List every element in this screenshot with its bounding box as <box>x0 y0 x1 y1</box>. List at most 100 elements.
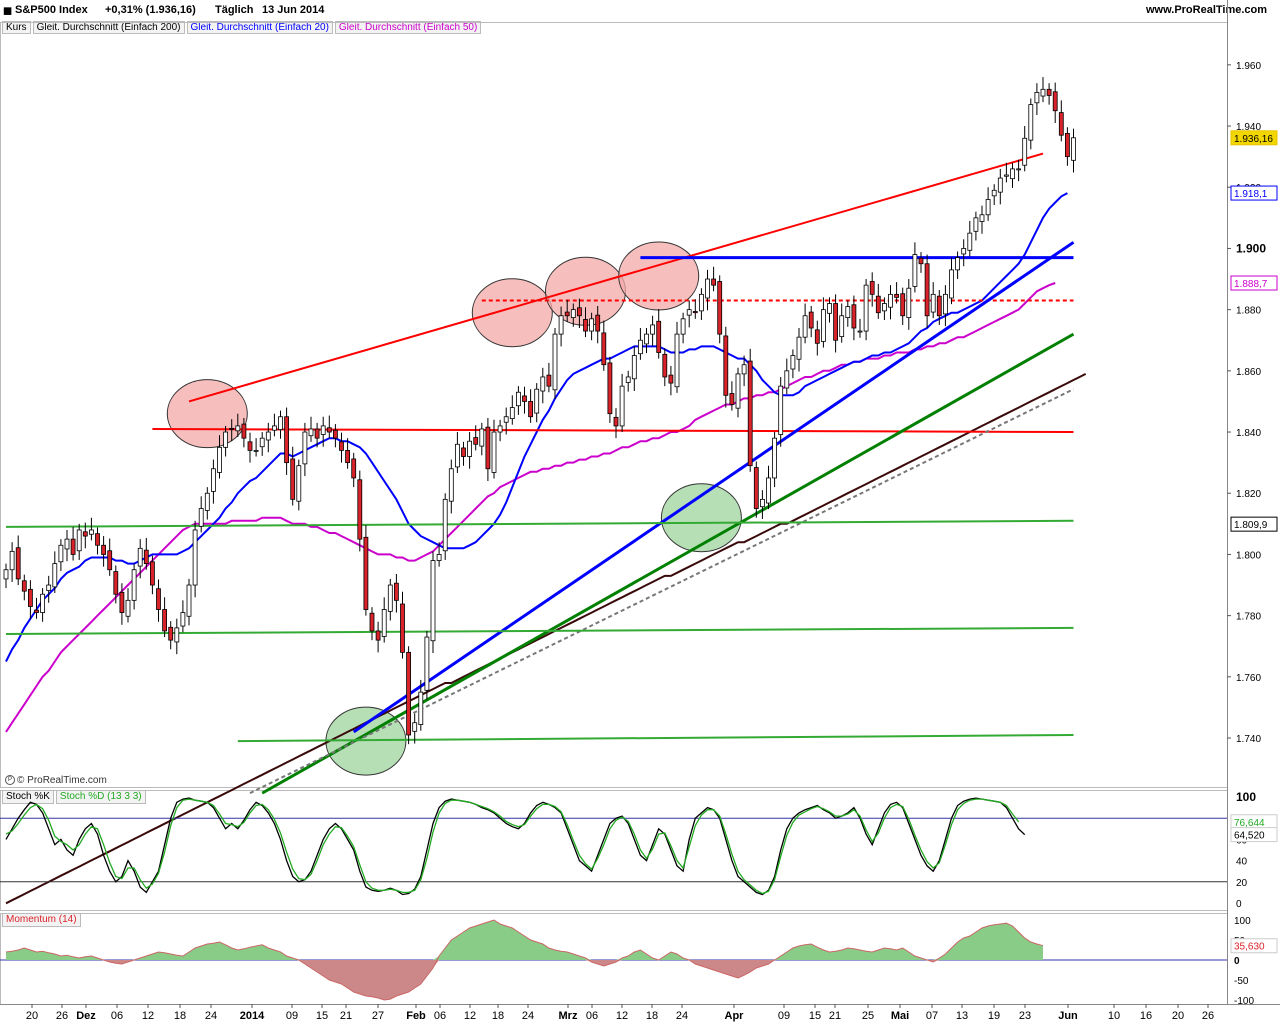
candle <box>308 416 314 442</box>
candle-body <box>278 416 283 430</box>
candle-body <box>52 563 58 588</box>
legend-ma50[interactable]: Gleit. Durchschnitt (Einfach 50) <box>334 21 482 34</box>
candle <box>442 493 448 560</box>
candle <box>601 320 607 371</box>
stoch-ytick-label: 40 <box>1236 857 1248 868</box>
legend-ma200[interactable]: Gleit. Durchschnitt (Einfach 200) <box>32 21 185 34</box>
candle <box>595 305 601 344</box>
legend-ma20[interactable]: Gleit. Durchschnitt (Einfach 20) <box>186 21 333 34</box>
candle <box>979 205 985 234</box>
candle <box>662 348 668 387</box>
candle-body <box>290 458 296 500</box>
candle <box>1022 126 1028 172</box>
candle <box>82 522 88 549</box>
candle <box>430 551 436 653</box>
candle <box>845 300 851 327</box>
candle-body <box>936 295 942 317</box>
candle-body <box>3 569 9 580</box>
candle-body <box>1040 88 1046 97</box>
ma200-line <box>5 373 1087 905</box>
price-tag-box <box>1230 516 1278 532</box>
candle-body <box>369 612 375 632</box>
candle-body <box>747 360 753 467</box>
candle <box>625 370 631 392</box>
panel-frame-1 <box>0 790 1228 911</box>
candle <box>3 563 9 589</box>
candle <box>912 242 918 293</box>
xtick-label: Dez <box>76 1010 96 1022</box>
candle <box>479 422 485 456</box>
candle-body <box>949 269 954 299</box>
candle <box>290 446 296 506</box>
xtick-label: 20 <box>26 1010 38 1022</box>
candle-body <box>259 437 265 448</box>
candle-body <box>924 263 930 317</box>
candle <box>1046 83 1052 105</box>
candle-body <box>192 529 198 586</box>
candle-body <box>802 315 808 338</box>
stoch-tag-box <box>1230 827 1278 843</box>
candle <box>204 487 210 520</box>
legend-kurs[interactable]: Kurs <box>2 21 31 34</box>
candle <box>570 303 576 327</box>
price-tag-box <box>1230 185 1278 201</box>
candle-body <box>619 385 625 427</box>
candle <box>113 565 119 604</box>
candle <box>143 537 149 570</box>
candle-body <box>717 281 723 335</box>
candle <box>454 432 460 474</box>
xtick-label: 19 <box>988 1010 1000 1022</box>
candle-body <box>851 304 857 329</box>
candle-body <box>40 593 45 613</box>
trendline-4 <box>352 241 1075 734</box>
stoch-tag-label: 76,644 <box>1234 818 1265 829</box>
candle <box>137 539 143 579</box>
candle-body <box>766 477 771 504</box>
candle-body <box>595 314 601 332</box>
candle <box>821 297 826 348</box>
candle <box>131 563 137 610</box>
xtick-label: Mai <box>891 1010 909 1022</box>
candle <box>375 621 381 653</box>
xtick-label: 2014 <box>240 1010 265 1022</box>
xtick-label: Mrz <box>559 1010 578 1022</box>
candle <box>955 251 960 280</box>
main-ytick-label: 1.760 <box>1236 673 1261 684</box>
candle <box>351 452 357 488</box>
candle <box>552 328 558 399</box>
candle-body <box>558 315 564 335</box>
candle <box>259 432 265 456</box>
candle-body <box>869 281 875 295</box>
candle-body <box>503 416 509 423</box>
candle <box>638 328 643 360</box>
xtick-label: 21 <box>829 1010 841 1022</box>
momentum-negative-area <box>6 960 1043 1000</box>
candle <box>210 459 216 504</box>
xtick-label: 06 <box>111 1010 123 1022</box>
candle-body <box>546 374 552 387</box>
candle-body <box>839 315 845 337</box>
candle-body <box>1058 112 1064 136</box>
xtick-label: 12 <box>464 1010 476 1022</box>
momentum-tag-label: 35,630 <box>1234 942 1265 953</box>
candle-body <box>973 217 979 232</box>
candle <box>64 529 70 562</box>
candle <box>1010 162 1015 188</box>
candle <box>101 536 106 567</box>
price-tag-label: 1.888,7 <box>1234 279 1268 290</box>
candle-body <box>271 425 277 431</box>
candle-body <box>674 333 680 388</box>
candle <box>15 535 21 586</box>
candle-body <box>418 691 424 725</box>
price-tag-label: 1.809,9 <box>1234 520 1268 531</box>
candle <box>302 422 308 477</box>
candle-body <box>1016 168 1021 171</box>
candle <box>418 679 424 731</box>
stoch-d-line <box>5 798 1020 895</box>
site-label[interactable]: www.ProRealTime.com <box>1146 4 1268 16</box>
main-ytick-label: 1.860 <box>1236 367 1261 378</box>
candle-body <box>436 554 442 561</box>
trendline-7 <box>5 519 1074 528</box>
